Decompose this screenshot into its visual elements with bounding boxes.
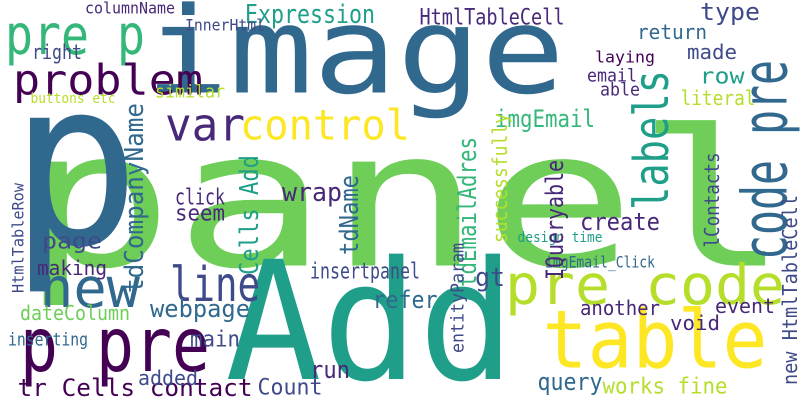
word: Cells Add	[235, 155, 265, 275]
word: tdEmailAdres	[453, 137, 483, 287]
word: refer	[373, 286, 438, 314]
word: event	[715, 294, 775, 318]
word: imgEmail_Click	[545, 253, 655, 272]
word: code pre	[729, 60, 800, 260]
word: line	[170, 257, 260, 313]
word: control	[240, 101, 410, 150]
word: insertpanel	[310, 260, 420, 285]
word: Add	[225, 226, 515, 400]
word: HtmlTableCell	[420, 6, 565, 31]
word: successfully	[488, 113, 512, 243]
word: new	[40, 256, 141, 320]
word: tr Cells contact	[18, 374, 253, 400]
word: entityParam	[448, 243, 469, 353]
word: literal	[681, 86, 756, 110]
word: var	[165, 99, 245, 152]
word: seem	[175, 202, 225, 227]
word: return	[637, 20, 707, 44]
word: run	[310, 356, 350, 384]
word: create	[580, 208, 660, 236]
word: row	[700, 65, 746, 90]
word: new HtmlTableCell	[778, 195, 800, 385]
word: panel	[20, 90, 790, 311]
word: HtmlTableRow	[9, 183, 28, 293]
word: tdCompanyName	[120, 103, 150, 293]
word: imgEmail	[495, 105, 595, 133]
word: columnName	[85, 0, 175, 18]
word: webpage	[150, 295, 250, 323]
word: main	[190, 328, 240, 353]
word: made	[687, 40, 737, 64]
word: p pre	[20, 301, 210, 389]
word: laying	[595, 48, 655, 67]
word: able	[600, 80, 640, 101]
word: void	[670, 311, 720, 335]
word: gt	[475, 263, 505, 293]
word: another	[580, 296, 660, 320]
word: Count	[258, 376, 323, 400]
word: pre code	[505, 253, 785, 317]
word: tdName	[335, 175, 365, 255]
word: problem	[13, 56, 203, 105]
word: buttons etc	[31, 91, 116, 107]
word: making	[37, 256, 107, 280]
word: page	[42, 230, 102, 255]
word: pre p	[5, 3, 145, 67]
word: labels	[624, 70, 680, 210]
word: type	[700, 0, 760, 26]
word: email	[587, 66, 637, 87]
word: added	[138, 366, 198, 390]
word: inserting	[8, 330, 88, 351]
word: table	[543, 294, 768, 387]
word: design time	[518, 230, 603, 246]
word: p	[10, 32, 140, 299]
word: InnerHtml	[185, 16, 265, 35]
word: click	[175, 186, 225, 211]
word: works fine	[603, 375, 728, 400]
word: wrap	[282, 178, 342, 208]
word: Expression	[245, 0, 375, 30]
word: IQueryable	[541, 160, 569, 280]
word: lContacts	[700, 153, 724, 248]
word: dateColumn	[20, 301, 130, 325]
word: similar	[155, 82, 225, 103]
word: image	[145, 0, 565, 122]
word: query	[538, 368, 603, 396]
word: right	[32, 40, 82, 64]
